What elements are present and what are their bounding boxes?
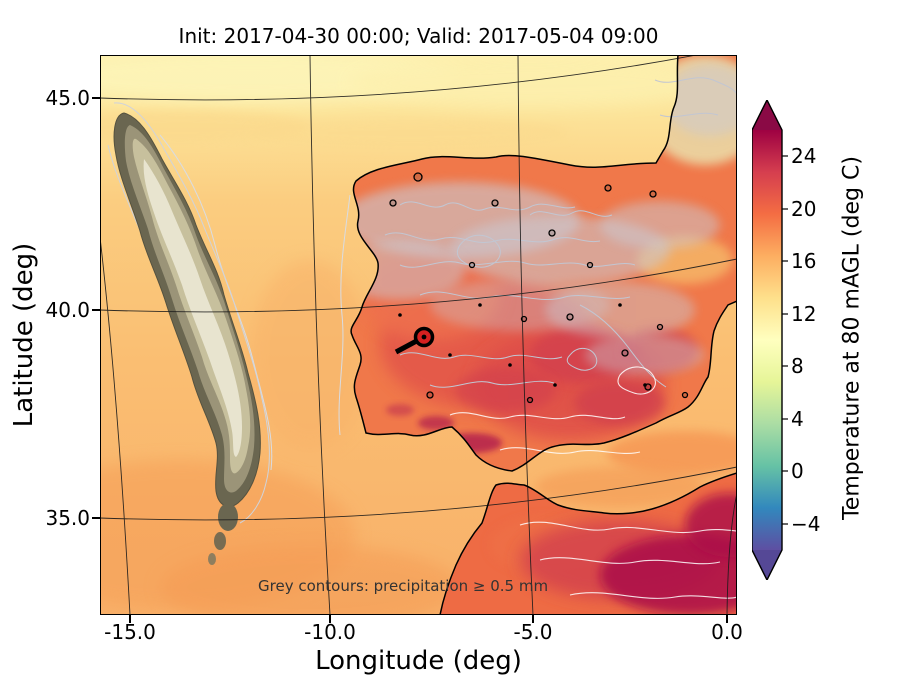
colorbar-tick-label: 4 [791, 407, 804, 431]
map-plot: Grey contours: precipitation ≥ 0.5 mm [5, 46, 771, 629]
x-tick-label: -5.0 [513, 620, 553, 644]
station-marker [394, 326, 435, 355]
plot-title: Init: 2017-04-30 00:00; Valid: 2017-05-0… [178, 24, 659, 48]
x-tick-label: 0.0 [711, 620, 743, 644]
colorbar-tick-label: 8 [791, 354, 804, 378]
colorbar-label: Temperature at 80 mAGL (deg C) [839, 156, 865, 520]
temperature-map-svg [5, 46, 771, 629]
precipitation-band [107, 102, 270, 565]
y-tickmark [92, 309, 100, 311]
graticule [99, 46, 738, 616]
x-tick-label: -10.0 [304, 620, 356, 644]
y-tick-label: 45.0 [45, 86, 90, 110]
colorbar-arrow-top [752, 100, 782, 130]
y-tick-label: 35.0 [45, 506, 90, 530]
x-tickmark [329, 615, 331, 623]
colorbar-tickmarks [782, 155, 788, 525]
colorbar-gradient [752, 130, 782, 550]
colorbar-tick-label: 16 [791, 249, 817, 273]
x-tickmark [532, 615, 534, 623]
colorbar-tick-label: 24 [791, 144, 817, 168]
y-tick-label: 40.0 [45, 298, 90, 322]
x-tickmark [129, 615, 131, 623]
colorbar-tick-label: 12 [791, 302, 817, 326]
colorbar-svg [751, 98, 788, 582]
small-black-contours [389, 172, 689, 404]
y-axis-label: Latitude (deg) [9, 242, 39, 428]
x-tickmark [726, 615, 728, 623]
colorbar-tick-label: 20 [791, 197, 817, 221]
precipitation-contours-white [449, 366, 771, 599]
land-temperature-field [351, 55, 737, 615]
precipitation-contours-grey [159, 77, 738, 471]
contour-annotation: Grey contours: precipitation ≥ 0.5 mm [258, 577, 549, 595]
colorbar-tick-label: −4 [791, 512, 821, 536]
colorbar-arrow-bottom [752, 550, 782, 580]
y-tickmark [92, 517, 100, 519]
colorbar [751, 98, 792, 582]
colorbar-tick-label: 0 [791, 459, 804, 483]
x-axis-label: Longitude (deg) [315, 646, 522, 676]
y-tickmark [92, 97, 100, 99]
x-tick-label: -15.0 [104, 620, 156, 644]
